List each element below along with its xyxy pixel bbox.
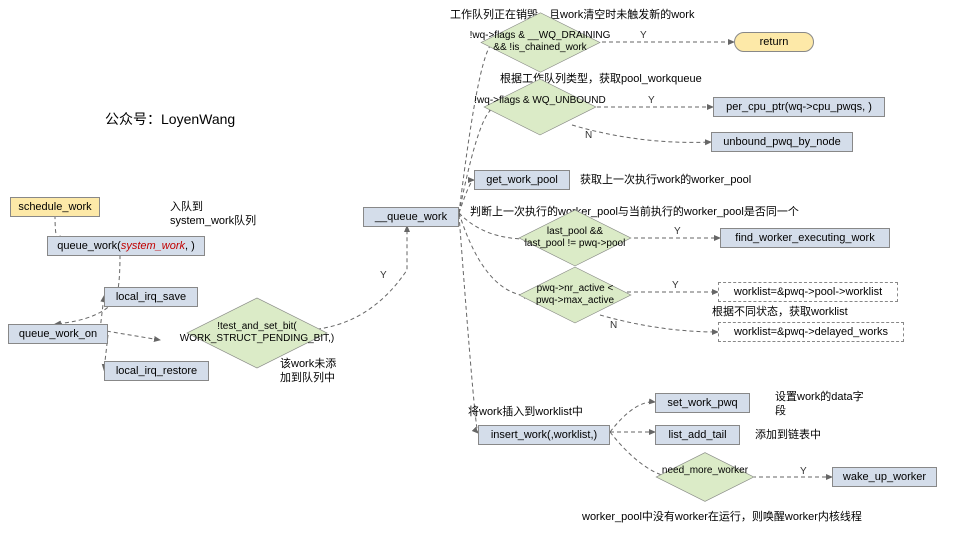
edge-5	[310, 226, 407, 330]
page-title: 公众号：LoyenWang	[105, 109, 235, 129]
queue_work_core: __queue_work	[363, 207, 459, 227]
edge-7	[459, 108, 495, 213]
worklist2: worklist=&pwq->delayed_works	[718, 322, 904, 342]
local_irq_save: local_irq_save	[104, 287, 198, 307]
set_work_pwq: set_work_pwq	[655, 393, 750, 413]
diamond_needmore	[656, 452, 755, 501]
worklist1: worklist=&pwq->pool->worklist	[718, 282, 898, 302]
edge-18	[610, 402, 655, 432]
caption_insert: 将work插入到worklist中	[468, 405, 583, 419]
yn-label-1: Y	[640, 30, 647, 41]
schedule_work: schedule_work	[10, 197, 100, 217]
caption_samepool: 判断上一次执行的worker_pool与当前执行的worker_pool是否同一…	[470, 205, 799, 219]
diamond_active	[518, 267, 631, 324]
edge-11	[459, 215, 478, 433]
edges-layer	[0, 0, 954, 540]
wake_up_worker: wake_up_worker	[832, 467, 937, 487]
find_worker: find_worker_executing_work	[720, 228, 890, 248]
caption_wakeup: worker_pool中没有worker在运行，则唤醒worker内核线程	[582, 510, 862, 524]
queue_work_on: queue_work_on	[8, 324, 108, 344]
local_irq_restore: local_irq_restore	[104, 361, 209, 381]
enqueue_caption: 入队到system_work队列	[170, 200, 256, 229]
edge-10	[459, 213, 530, 296]
caption_getpool: 获取上一次执行work的worker_pool	[580, 173, 751, 187]
yn-label-2: Y	[648, 95, 655, 106]
list_add_tail: list_add_tail	[655, 425, 740, 445]
edge-14	[572, 125, 711, 142]
yn-label-7: Y	[800, 466, 807, 477]
get_work_pool: get_work_pool	[474, 170, 570, 190]
yn-label-6: N	[610, 320, 617, 331]
edge-0	[55, 215, 60, 238]
caption_draining: 工作队列正在销毁，且work清空时未触发新的work	[450, 8, 694, 22]
yn-label-3: N	[585, 130, 592, 141]
queue_work: queue_work(system_work, )	[47, 236, 205, 256]
edge-17	[600, 315, 718, 332]
insert_work: insert_work(,worklist,)	[478, 425, 610, 445]
caption_addlist: 添加到链表中	[755, 428, 821, 442]
unbound_pwq: unbound_pwq_by_node	[711, 132, 853, 152]
yn-label-5: Y	[672, 280, 679, 291]
diamond_unbound	[483, 79, 596, 136]
yn-label-0: Y	[380, 270, 387, 281]
yn-label-4: Y	[674, 226, 681, 237]
per_cpu_ptr: per_cpu_ptr(wq->cpu_pwqs, )	[713, 97, 885, 117]
pending_caption: 该work未添加到队列中	[280, 357, 336, 386]
return: return	[734, 32, 814, 52]
edge-3	[100, 330, 160, 340]
caption_getworklist: 根据不同状态，获取worklist	[712, 305, 848, 319]
caption_setdata: 设置work的data字段	[775, 390, 864, 419]
